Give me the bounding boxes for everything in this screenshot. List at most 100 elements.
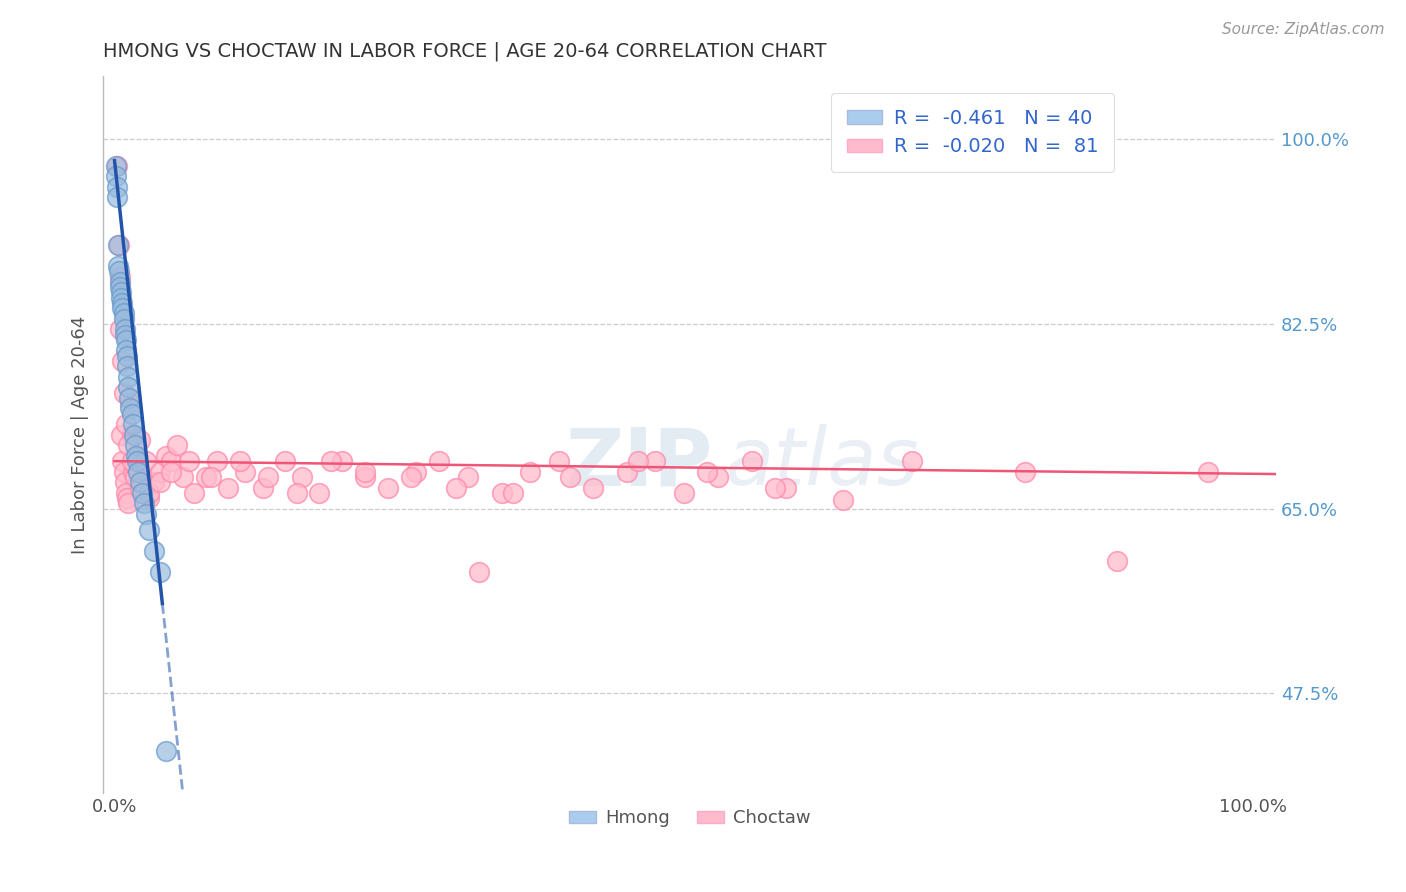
Point bbox=[125, 449, 148, 463]
Point bbox=[149, 465, 172, 479]
Point bbox=[121, 417, 143, 432]
Point bbox=[132, 470, 155, 484]
Point bbox=[177, 454, 200, 468]
Point bbox=[354, 465, 377, 479]
Point bbox=[128, 481, 150, 495]
Point bbox=[217, 481, 239, 495]
Point bbox=[117, 438, 139, 452]
Point bbox=[183, 485, 205, 500]
Point bbox=[122, 427, 145, 442]
Point bbox=[468, 565, 491, 579]
Point bbox=[135, 507, 157, 521]
Point bbox=[155, 744, 177, 758]
Point bbox=[444, 481, 467, 495]
Point bbox=[110, 291, 132, 305]
Point bbox=[121, 427, 143, 442]
Point bbox=[194, 470, 217, 484]
Point bbox=[319, 454, 342, 468]
Point bbox=[257, 470, 280, 484]
Point bbox=[832, 493, 855, 508]
Point bbox=[117, 369, 139, 384]
Point bbox=[128, 475, 150, 490]
Point bbox=[672, 485, 695, 500]
Point bbox=[121, 454, 143, 468]
Point bbox=[138, 491, 160, 505]
Point bbox=[104, 159, 127, 173]
Point bbox=[291, 470, 314, 484]
Point bbox=[138, 485, 160, 500]
Point bbox=[205, 454, 228, 468]
Point bbox=[120, 401, 142, 416]
Point bbox=[104, 169, 127, 184]
Point bbox=[457, 470, 479, 484]
Point bbox=[115, 359, 138, 374]
Point bbox=[107, 259, 129, 273]
Point bbox=[149, 565, 172, 579]
Point bbox=[229, 454, 252, 468]
Point bbox=[112, 465, 135, 479]
Point bbox=[127, 449, 149, 463]
Point bbox=[117, 380, 139, 394]
Point bbox=[121, 465, 143, 479]
Point bbox=[285, 485, 308, 500]
Point bbox=[108, 238, 131, 252]
Legend: Hmong, Choctaw: Hmong, Choctaw bbox=[561, 802, 818, 835]
Point bbox=[110, 285, 132, 300]
Point bbox=[405, 465, 427, 479]
Point bbox=[107, 238, 129, 252]
Point bbox=[108, 269, 131, 284]
Point bbox=[707, 470, 730, 484]
Point bbox=[235, 465, 257, 479]
Point bbox=[172, 470, 194, 484]
Point bbox=[900, 454, 922, 468]
Point bbox=[108, 264, 131, 278]
Point bbox=[134, 496, 156, 510]
Point bbox=[763, 481, 786, 495]
Text: HMONG VS CHOCTAW IN LABOR FORCE | AGE 20-64 CORRELATION CHART: HMONG VS CHOCTAW IN LABOR FORCE | AGE 20… bbox=[103, 42, 827, 62]
Point bbox=[115, 485, 138, 500]
Point bbox=[105, 190, 128, 204]
Point bbox=[115, 349, 138, 363]
Point bbox=[105, 159, 128, 173]
Point bbox=[114, 322, 136, 336]
Point bbox=[696, 465, 718, 479]
Point bbox=[108, 280, 131, 294]
Point bbox=[112, 385, 135, 400]
Point bbox=[330, 454, 353, 468]
Point bbox=[519, 465, 541, 479]
Point bbox=[1014, 465, 1036, 479]
Point bbox=[114, 327, 136, 342]
Point bbox=[138, 523, 160, 537]
Point bbox=[121, 407, 143, 421]
Point bbox=[124, 470, 146, 484]
Point bbox=[274, 454, 297, 468]
Y-axis label: In Labor Force | Age 20-64: In Labor Force | Age 20-64 bbox=[72, 316, 89, 554]
Point bbox=[200, 470, 222, 484]
Point bbox=[127, 454, 149, 468]
Point bbox=[252, 481, 274, 495]
Point bbox=[427, 454, 450, 468]
Point bbox=[114, 475, 136, 490]
Point bbox=[124, 438, 146, 452]
Point bbox=[118, 391, 141, 405]
Text: Source: ZipAtlas.com: Source: ZipAtlas.com bbox=[1222, 22, 1385, 37]
Point bbox=[111, 354, 134, 368]
Point bbox=[105, 180, 128, 194]
Text: atlas: atlas bbox=[724, 425, 920, 502]
Point bbox=[775, 481, 797, 495]
Point bbox=[111, 296, 134, 310]
Point bbox=[399, 470, 422, 484]
Point bbox=[117, 496, 139, 510]
Point bbox=[111, 301, 134, 316]
Point bbox=[582, 481, 605, 495]
Point bbox=[354, 470, 377, 484]
Point bbox=[308, 485, 330, 500]
Point bbox=[741, 454, 763, 468]
Point bbox=[128, 433, 150, 447]
Point bbox=[547, 454, 569, 468]
Point bbox=[644, 454, 666, 468]
Point bbox=[1105, 554, 1128, 568]
Point bbox=[155, 449, 177, 463]
Point bbox=[149, 475, 172, 490]
Point bbox=[115, 417, 138, 432]
